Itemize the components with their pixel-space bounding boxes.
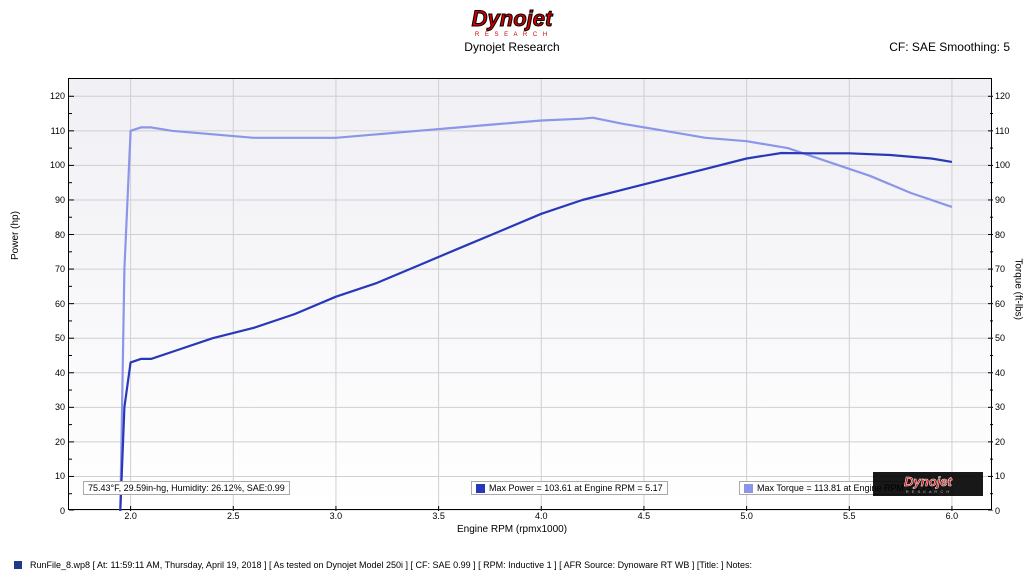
brand-logo: Dynojet R E S E A R C H [392,6,632,38]
legend-power: Max Power = 103.61 at Engine RPM = 5.17 [471,481,668,495]
legend-torque-swatch [744,484,753,493]
ytick-right: 10 [991,471,1005,481]
xtick: 2.0 [124,509,137,521]
ytick-left: 120 [50,91,69,101]
ytick-right: 100 [991,160,1010,170]
ytick-left: 90 [55,195,69,205]
ytick-right: 40 [991,368,1005,378]
ytick-left: 100 [50,160,69,170]
ytick-right: 30 [991,402,1005,412]
page-subtitle: Dynojet Research [464,40,559,54]
ytick-right: 80 [991,230,1005,240]
xtick: 5.5 [843,509,856,521]
ytick-right: 50 [991,333,1005,343]
ytick-right: 60 [991,299,1005,309]
ytick-left: 40 [55,368,69,378]
cf-label: CF: SAE Smoothing: 5 [889,40,1010,54]
ytick-right: 0 [991,506,1000,516]
legend-conditions-text: 75.43°F, 29.59in-hg, Humidity: 26.12%, S… [88,483,285,493]
ytick-right: 90 [991,195,1005,205]
xtick: 2.5 [227,509,240,521]
footer-runfile: RunFile_8.wp8 [ At: 11:59:11 AM, Thursda… [14,560,752,570]
legend-power-text: Max Power = 103.61 at Engine RPM = 5.17 [489,483,663,493]
ytick-left: 20 [55,437,69,447]
x-axis-label: Engine RPM (rpmx1000) [457,524,567,535]
legend-conditions: 75.43°F, 29.59in-hg, Humidity: 26.12%, S… [83,481,290,495]
ytick-left: 30 [55,402,69,412]
chart-svg [69,79,993,511]
logo-sub: R E S E A R C H [475,32,549,38]
ytick-right: 20 [991,437,1005,447]
chart-plot-area: 75.43°F, 29.59in-hg, Humidity: 26.12%, S… [68,78,992,510]
xtick: 5.0 [740,509,753,521]
legend-power-swatch [476,484,485,493]
y-axis-label-left: Power (hp) [10,211,21,260]
ytick-left: 10 [55,471,69,481]
xtick: 3.0 [330,509,343,521]
ytick-right: 120 [991,91,1010,101]
ytick-left: 50 [55,333,69,343]
ytick-left: 0 [60,506,69,516]
logo-text: Dynojet [472,6,554,31]
footer-swatch [14,561,22,569]
xtick: 4.0 [535,509,548,521]
ytick-left: 70 [55,264,69,274]
ytick-left: 60 [55,299,69,309]
footer-text: RunFile_8.wp8 [ At: 11:59:11 AM, Thursda… [30,560,752,570]
watermark-logo: Dynojet R E S E A R C H [873,472,983,501]
svg-text:Dynojet: Dynojet [904,474,952,489]
ytick-right: 70 [991,264,1005,274]
xtick: 6.0 [946,509,959,521]
xtick: 4.5 [638,509,651,521]
svg-text:R E S E A R C H: R E S E A R C H [906,489,951,494]
ytick-left: 80 [55,230,69,240]
y-axis-label-right: Torque (ft-lbs) [1013,258,1024,320]
ytick-right: 110 [991,126,1009,136]
xtick: 3.5 [432,509,445,521]
ytick-left: 110 [51,126,69,136]
